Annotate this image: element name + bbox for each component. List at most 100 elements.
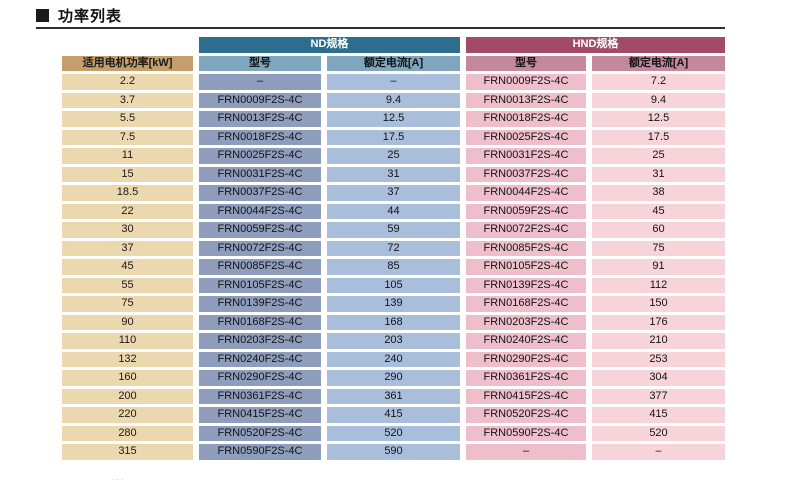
hnd-model-cell: FRN0361F2S-4C [466,370,586,386]
table-row: 315 FRN0590F2S-4C 590– – [62,444,725,460]
nd-model-cell: FRN0361F2S-4C [199,388,321,404]
hnd-current-cell: 60 [592,222,725,238]
hnd-current-cell: 25 [592,148,725,164]
hnd-current-cell: 304 [592,370,725,386]
hnd-model-cell: FRN0168F2S-4C [466,296,586,312]
table-row: 200 FRN0361F2S-4C 361 FRN0415F2S-4C 377 [62,388,725,404]
nd-current-cell: 44 [327,203,460,219]
table-row: 90 FRN0168F2S-4C 168 FRN0203F2S-4C 176 [62,314,725,330]
nd-model-cell: FRN0059F2S-4C [199,222,321,238]
nd-current-cell: 203 [327,333,460,349]
motor-power-cell: 200 [62,388,193,404]
nd-model-cell: FRN0072F2S-4C [199,240,321,256]
nd-model-cell: FRN0203F2S-4C [199,333,321,349]
motor-power-cell: 132 [62,351,193,367]
motor-power-cell: 160 [62,370,193,386]
column-header-row: 适用电机功率[kW] 型号 额定电流[A] 型号 额定电流[A] [62,55,725,71]
hnd-model-cell: FRN0590F2S-4C [466,425,586,441]
square-bullet-icon [36,9,49,22]
hnd-current-cell: 253 [592,351,725,367]
table-row: 160 FRN0290F2S-4C 290 FRN0361F2S-4C 304 [62,370,725,386]
table-row: 132 FRN0240F2S-4C 240 FRN0290F2S-4C 253 [62,351,725,367]
nd-current-cell: 240 [327,351,460,367]
hnd-current-cell: 9.4 [592,92,725,108]
title-underline [36,27,725,29]
group-header-row: ND规格 HND规格 [62,37,725,53]
nd-model-column-header: 型号 [199,55,321,71]
nd-model-cell: FRN0085F2S-4C [199,259,321,275]
nd-model-cell: FRN0590F2S-4C [199,444,321,460]
motor-power-cell: 37 [62,240,193,256]
nd-current-cell: 85 [327,259,460,275]
hnd-current-cell: 7.2 [592,74,725,90]
motor-power-cell: 75 [62,296,193,312]
nd-model-cell: FRN0037F2S-4C [199,185,321,201]
motor-power-cell: 280 [62,425,193,441]
nd-model-cell: FRN0018F2S-4C [199,129,321,145]
hnd-current-cell: 176 [592,314,725,330]
table-row: 11 FRN0025F2S-4C 25 FRN0031F2S-4C 25 [62,148,725,164]
motor-power-cell: 7.5 [62,129,193,145]
motor-power-cell: 11 [62,148,193,164]
nd-model-cell: FRN0168F2S-4C [199,314,321,330]
nd-model-cell: FRN0013F2S-4C [199,111,321,127]
nd-current-cell: 290 [327,370,460,386]
hnd-current-cell: 377 [592,388,725,404]
hnd-model-cell: FRN0072F2S-4C [466,222,586,238]
nd-current-cell: 31 [327,166,460,182]
motor-power-cell: 22 [62,203,193,219]
table-row: 2.2– – FRN0009F2S-4C 7.2 [62,74,725,90]
hnd-current-cell: 31 [592,166,725,182]
hnd-current-cell: – [592,444,725,460]
nd-current-cell: – [327,74,460,90]
table-row: 37 FRN0072F2S-4C 72 FRN0085F2S-4C 75 [62,240,725,256]
hnd-model-cell: FRN0031F2S-4C [466,148,586,164]
table-row: 55 FRN0105F2S-4C 105 FRN0139F2S-4C 112 [62,277,725,293]
hnd-current-cell: 75 [592,240,725,256]
table-row: 3.7 FRN0009F2S-4C 9.4 FRN0013F2S-4C 9.4 [62,92,725,108]
motor-power-cell: 90 [62,314,193,330]
hnd-current-cell: 12.5 [592,111,725,127]
hnd-current-cell: 45 [592,203,725,219]
nd-model-cell: FRN0415F2S-4C [199,407,321,423]
section-title: 功率列表 [36,5,122,26]
section-title-text: 功率列表 [58,8,123,25]
hnd-model-cell: FRN0025F2S-4C [466,129,586,145]
motor-power-cell: 2.2 [62,74,193,90]
hnd-model-cell: FRN0037F2S-4C [466,166,586,182]
nd-model-cell: FRN0139F2S-4C [199,296,321,312]
nd-current-cell: 59 [327,222,460,238]
hnd-spec-header: HND规格 [466,37,725,53]
hnd-model-cell: FRN0520F2S-4C [466,407,586,423]
nd-current-cell: 9.4 [327,92,460,108]
table-row: 30 FRN0059F2S-4C 59 FRN0072F2S-4C 60 [62,222,725,238]
nd-model-cell: – [199,74,321,90]
table-row: 45 FRN0085F2S-4C 85 FRN0105F2S-4C 91 [62,259,725,275]
nd-current-cell: 168 [327,314,460,330]
motor-power-cell: 3.7 [62,92,193,108]
hnd-current-cell: 91 [592,259,725,275]
hnd-model-column-header: 型号 [466,55,586,71]
nd-current-cell: 25 [327,148,460,164]
hnd-model-cell: FRN0018F2S-4C [466,111,586,127]
hnd-current-cell: 415 [592,407,725,423]
nd-model-cell: FRN0240F2S-4C [199,351,321,367]
hnd-model-cell: FRN0139F2S-4C [466,277,586,293]
hnd-current-cell: 112 [592,277,725,293]
nd-current-cell: 361 [327,388,460,404]
table-row: 110 FRN0203F2S-4C 203 FRN0240F2S-4C 210 [62,333,725,349]
hnd-model-cell: FRN0044F2S-4C [466,185,586,201]
nd-model-cell: FRN0520F2S-4C [199,425,321,441]
table-row: 7.5 FRN0018F2S-4C 17.5 FRN0025F2S-4C 17.5 [62,129,725,145]
table-row: 15 FRN0031F2S-4C 31 FRN0037F2S-4C 31 [62,166,725,182]
nd-current-cell: 17.5 [327,129,460,145]
hnd-model-cell: FRN0203F2S-4C [466,314,586,330]
hnd-current-cell: 210 [592,333,725,349]
motor-power-cell: 15 [62,166,193,182]
table-row: 75 FRN0139F2S-4C 139 FRN0168F2S-4C 150 [62,296,725,312]
table-row: 5.5 FRN0013F2S-4C 12.5 FRN0018F2S-4C 12.5 [62,111,725,127]
motor-power-column-header: 适用电机功率[kW] [62,55,193,71]
table-row: 280 FRN0520F2S-4C 520 FRN0590F2S-4C 520 [62,425,725,441]
motor-power-cell: 30 [62,222,193,238]
